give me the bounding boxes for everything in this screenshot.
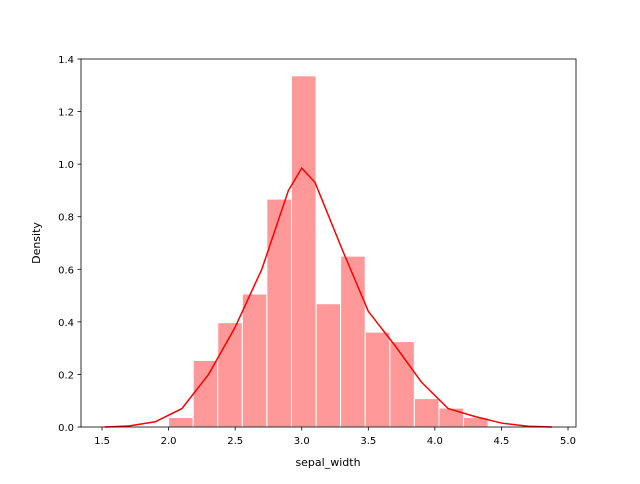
y-tick-label: 0.8 [58, 213, 74, 224]
bar [192, 359, 219, 428]
x-tick-label: 5.0 [560, 436, 576, 447]
bar [315, 303, 342, 428]
y-tick-label: 0.6 [58, 265, 74, 276]
bar [241, 293, 268, 428]
y-tick-label: 0.2 [58, 370, 74, 381]
x-tick-label: 2.0 [161, 436, 177, 447]
y-tick-label: 1.0 [58, 160, 74, 171]
plot-frame [80, 58, 577, 428]
x-tick-label: 4.5 [493, 436, 509, 447]
bar [340, 255, 366, 428]
bar [266, 198, 292, 428]
y-tick-label: 0.0 [58, 423, 74, 434]
x-tick-label: 3.0 [294, 436, 310, 447]
x-axis-label: sepal_width [295, 456, 360, 469]
bar [290, 75, 317, 428]
y-tick-label: 1.2 [58, 108, 74, 119]
bar [217, 322, 243, 428]
x-tick-label: 3.5 [360, 436, 376, 447]
y-tick-label: 0.4 [58, 318, 74, 329]
y-tick-label: 1.4 [58, 55, 74, 66]
x-tick-label: 4.0 [427, 436, 443, 447]
y-axis-label: Density [30, 222, 43, 264]
x-tick-label: 2.5 [227, 436, 243, 447]
bar [438, 407, 465, 428]
bar [168, 417, 194, 428]
x-tick-label: 1.5 [94, 436, 110, 447]
kde-line [104, 166, 553, 428]
bar [413, 398, 440, 428]
bar [364, 331, 391, 428]
